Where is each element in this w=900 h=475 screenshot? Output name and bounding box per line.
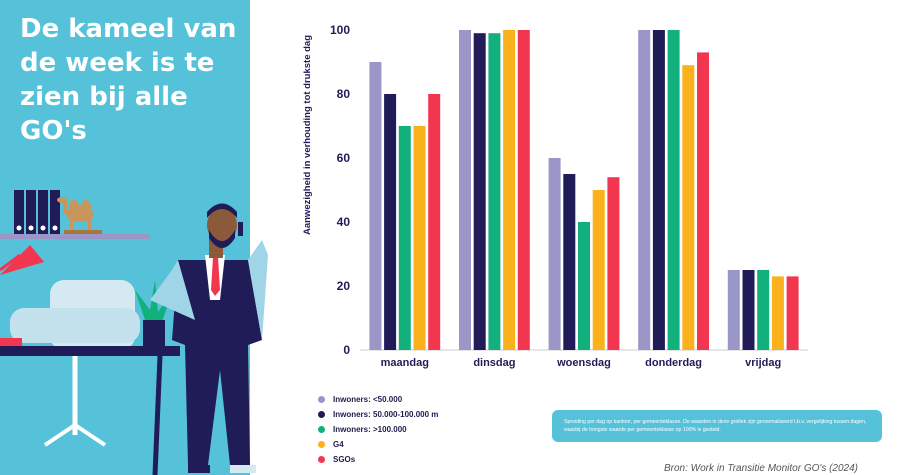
bar-vrijdag-5 xyxy=(786,276,799,350)
bar-vrijdag-2 xyxy=(742,270,755,350)
x-tick-label: donderdag xyxy=(645,357,702,369)
bar-maandag-2 xyxy=(384,94,397,350)
bar-woensdag-1 xyxy=(548,158,561,350)
chart-legend: Inwoners: <50.000 Inwoners: 50.000-100.00… xyxy=(318,393,438,468)
y-axis-label: Aanwezigheid in verhouding tot drukste d… xyxy=(302,35,313,235)
bar-dinsdag-5 xyxy=(517,30,530,350)
y-tick-label: 100 xyxy=(330,23,350,37)
y-tick-label: 0 xyxy=(343,343,350,357)
bar-donderdag-4 xyxy=(682,65,695,350)
legend-swatch xyxy=(318,456,325,463)
bar-maandag-3 xyxy=(398,126,411,350)
legend-item: Inwoners: 50.000-100.000 m xyxy=(318,408,438,421)
x-tick-label: maandag xyxy=(381,357,429,369)
bar-vrijdag-1 xyxy=(727,270,740,350)
bar-donderdag-3 xyxy=(667,30,680,350)
legend-item: Inwoners: >100.000 xyxy=(318,423,438,436)
shelf-icon xyxy=(0,234,150,239)
bar-maandag-5 xyxy=(428,94,441,350)
legend-item: G4 xyxy=(318,438,438,451)
man-icon xyxy=(150,203,268,473)
bar-donderdag-5 xyxy=(697,52,709,351)
bar-woensdag-4 xyxy=(592,190,605,350)
note-box: Spreiding per dag op kantoor, per gemeen… xyxy=(552,410,882,442)
bar-donderdag-2 xyxy=(652,30,665,350)
legend-label: G4 xyxy=(333,440,344,449)
legend-swatch xyxy=(318,441,325,448)
legend-label: SGOs xyxy=(333,455,356,464)
bar-woensdag-3 xyxy=(578,222,590,350)
bar-vrijdag-3 xyxy=(757,270,770,350)
chair-icon xyxy=(10,280,140,447)
desk-icon xyxy=(0,338,180,475)
y-tick-label: 80 xyxy=(337,87,351,101)
bar-maandag-4 xyxy=(413,126,426,350)
bar-woensdag-5 xyxy=(607,177,620,350)
x-tick-label: dinsdag xyxy=(473,357,515,369)
y-tick-label: 20 xyxy=(337,279,351,293)
bar-dinsdag-2 xyxy=(473,33,486,350)
y-tick-label: 60 xyxy=(337,151,351,165)
legend-swatch xyxy=(318,426,325,433)
binders-icon xyxy=(14,190,60,234)
x-tick-label: woensdag xyxy=(556,357,611,369)
bar-dinsdag-1 xyxy=(459,30,471,350)
legend-item: SGOs xyxy=(318,453,438,466)
legend-label: Inwoners: 50.000-100.000 m xyxy=(333,410,439,419)
bar-dinsdag-4 xyxy=(503,30,516,350)
y-tick-label: 40 xyxy=(337,215,351,229)
legend-swatch xyxy=(318,411,325,418)
bar-maandag-1 xyxy=(369,62,382,350)
source-text: Bron: Work in Transitie Monitor GO's (20… xyxy=(664,463,859,474)
legend-label: Inwoners: <50.000 xyxy=(333,395,403,404)
bar-dinsdag-3 xyxy=(488,33,501,350)
bar-vrijdag-4 xyxy=(771,276,784,350)
office-illustration xyxy=(0,190,268,475)
bar-woensdag-2 xyxy=(563,174,576,350)
bar-donderdag-1 xyxy=(638,30,651,350)
legend-swatch xyxy=(318,396,325,403)
headline: De kameel van de week is te zien bij all… xyxy=(20,14,237,146)
legend-item: Inwoners: <50.000 xyxy=(318,393,438,406)
lamp-icon xyxy=(0,245,44,275)
x-tick-label: vrijdag xyxy=(745,357,781,369)
legend-label: Inwoners: >100.000 xyxy=(333,425,407,434)
camel-icon xyxy=(57,197,102,234)
